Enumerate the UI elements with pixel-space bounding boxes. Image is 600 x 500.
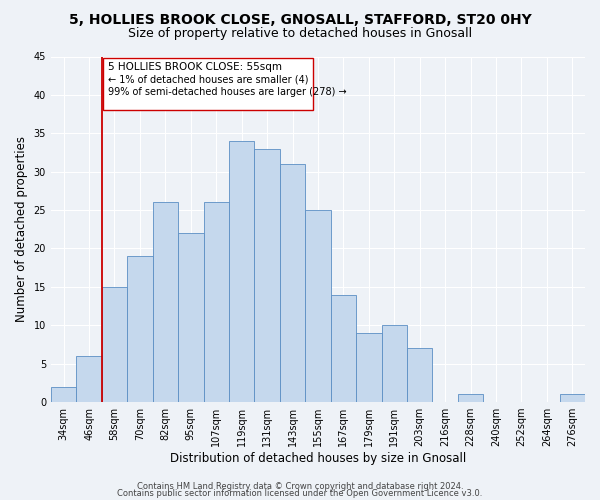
Bar (203, 202, 229, 402)
Bar (560, 394, 585, 402)
Y-axis label: Number of detached properties: Number of detached properties (15, 136, 28, 322)
FancyBboxPatch shape (103, 58, 313, 110)
Bar (254, 148, 280, 402)
Text: Contains public sector information licensed under the Open Government Licence v3: Contains public sector information licen… (118, 489, 482, 498)
Bar (76, 356, 102, 402)
Bar (407, 348, 433, 402)
Bar (280, 164, 305, 402)
Bar (305, 210, 331, 402)
Bar (178, 233, 203, 402)
Text: Contains HM Land Registry data © Crown copyright and database right 2024.: Contains HM Land Registry data © Crown c… (137, 482, 463, 491)
Text: Size of property relative to detached houses in Gnosall: Size of property relative to detached ho… (128, 28, 472, 40)
Bar (127, 256, 152, 402)
X-axis label: Distribution of detached houses by size in Gnosall: Distribution of detached houses by size … (170, 452, 466, 465)
Text: 5 HOLLIES BROOK CLOSE: 55sqm: 5 HOLLIES BROOK CLOSE: 55sqm (108, 62, 282, 72)
Bar (331, 294, 356, 402)
Text: 99% of semi-detached houses are larger (278) →: 99% of semi-detached houses are larger (… (108, 87, 347, 97)
Text: 5, HOLLIES BROOK CLOSE, GNOSALL, STAFFORD, ST20 0HY: 5, HOLLIES BROOK CLOSE, GNOSALL, STAFFOR… (68, 12, 532, 26)
Bar (102, 287, 127, 402)
Bar (51, 386, 76, 402)
Bar (382, 326, 407, 402)
Bar (458, 394, 483, 402)
Text: ← 1% of detached houses are smaller (4): ← 1% of detached houses are smaller (4) (108, 75, 308, 85)
Bar (229, 141, 254, 402)
Bar (152, 202, 178, 402)
Bar (356, 333, 382, 402)
